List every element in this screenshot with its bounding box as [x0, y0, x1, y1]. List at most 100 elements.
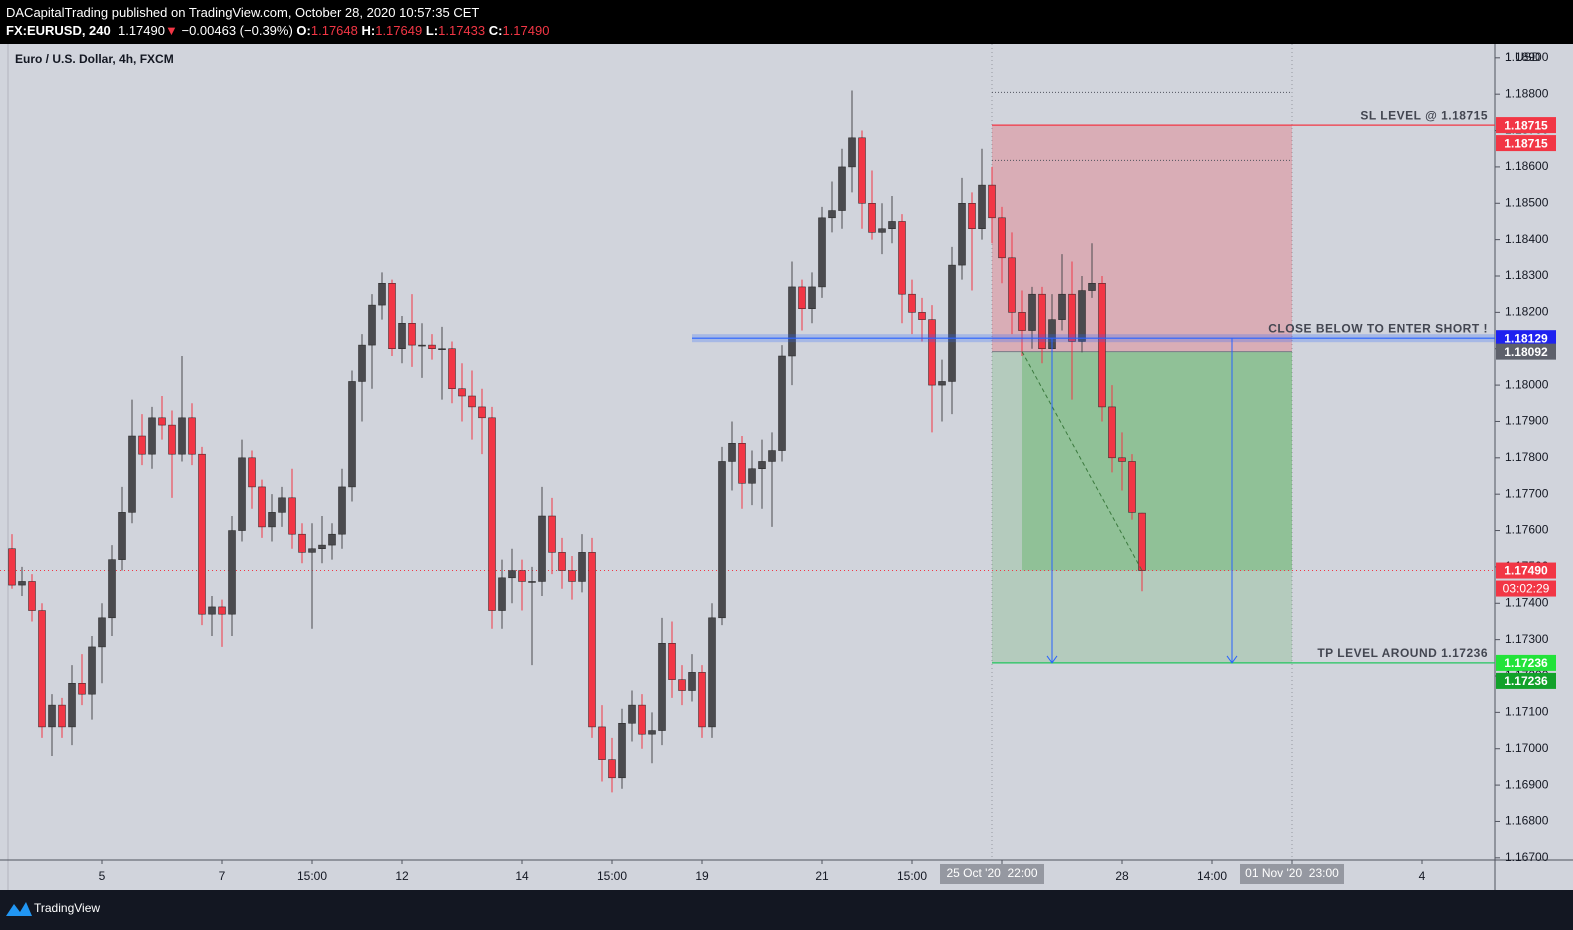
candle-body [888, 221, 896, 229]
candle-body [148, 417, 156, 455]
y-tick-label: 1.16900 [1505, 777, 1549, 791]
y-tick-label: 1.18000 [1505, 377, 1549, 391]
x-highlight-label: 25 Oct '20 22:00 [946, 866, 1037, 880]
x-tick-label: 15:00 [297, 869, 327, 883]
candle-body [498, 577, 506, 611]
change: −0.00463 (−0.39%) [181, 23, 293, 38]
candle-body [228, 530, 236, 615]
candle-body [548, 515, 556, 553]
x-tick-label: 19 [695, 869, 709, 883]
candle-body [308, 548, 316, 553]
candle-body [1028, 293, 1036, 331]
candle-body [108, 559, 116, 619]
chart-title: Euro / U.S. Dollar, 4h, FXCM [15, 52, 174, 66]
candle-body [568, 570, 576, 582]
candle-body [918, 312, 926, 320]
price-tag [1496, 672, 1556, 689]
candle-body [938, 381, 946, 386]
price-tag [1496, 654, 1556, 671]
price-tag-label: 1.17236 [1504, 674, 1548, 688]
candle-body [908, 293, 916, 313]
candle-body [258, 486, 266, 528]
y-tick-label: 1.18800 [1505, 86, 1549, 100]
x-highlight-bg [940, 864, 1044, 884]
candle-body [338, 486, 346, 535]
x-tick-label: 28 [1115, 869, 1129, 883]
stop-zone [992, 125, 1292, 352]
x-tick-label: 7 [219, 869, 226, 883]
candle-body [328, 533, 336, 546]
y-tick-label: 1.17600 [1505, 523, 1549, 537]
candle-body [878, 228, 886, 233]
candle-body [448, 348, 456, 389]
candle-body [438, 348, 446, 350]
candle-body [698, 672, 706, 728]
y-tick-label: 1.17700 [1505, 486, 1549, 500]
symbol: FX:EURUSD, 240 [6, 23, 111, 38]
candle-body [728, 443, 736, 462]
candle-body [158, 417, 166, 426]
candle-body [128, 435, 136, 513]
candle-body [708, 617, 716, 728]
candle-body [418, 344, 426, 347]
y-tick-label: 1.18400 [1505, 232, 1549, 246]
countdown: 03:02:29 [1503, 582, 1550, 596]
candle-body [518, 570, 526, 582]
candle-body [88, 646, 96, 695]
candle-body [358, 344, 366, 382]
candle-body [528, 581, 536, 583]
candle-body [748, 468, 756, 484]
candle-body [408, 323, 416, 346]
y-tick-label: 1.18500 [1505, 195, 1549, 209]
author-line: DACapitalTrading published on TradingVie… [6, 5, 480, 20]
candle-body [348, 381, 356, 488]
header: DACapitalTrading published on TradingVie… [0, 0, 1573, 44]
candle-body [968, 203, 976, 229]
price-tag-label: 1.17490 [1504, 564, 1548, 578]
candle-body [1018, 312, 1026, 331]
ohlc-value: 1.17648 [310, 23, 358, 38]
unit-label: 1 USD [1505, 50, 1541, 64]
candle-body [218, 606, 226, 615]
candle-body [948, 264, 956, 382]
price-tag-label: 1.18715 [1504, 118, 1548, 132]
candle-body [8, 548, 16, 586]
candle-body [298, 533, 306, 553]
ohlc-key: O: [296, 23, 311, 38]
arrow [1226, 338, 1238, 664]
candle-body [828, 210, 836, 219]
candle-body [188, 417, 196, 455]
y-tick-label: 1.17100 [1505, 705, 1549, 719]
candle-body [288, 497, 296, 535]
plot: SL LEVEL @ 1.18715 CLOSE BELOW TO ENTER S… [0, 44, 1495, 860]
x-tick-label: 5 [99, 869, 106, 883]
candle-body [988, 184, 996, 219]
candle-body [798, 286, 806, 309]
candle-body [688, 672, 696, 691]
level-label: SL LEVEL @ 1.18715 [1360, 108, 1488, 122]
candle-body [278, 497, 286, 513]
candle-body [608, 759, 616, 779]
candle-body [868, 203, 876, 233]
candle-body [18, 581, 26, 586]
x-tick-label: 15:00 [597, 869, 627, 883]
candle-body [808, 286, 816, 309]
candle-body [768, 450, 776, 462]
price-tag-label: 1.18715 [1504, 136, 1548, 150]
candle-body [468, 395, 476, 408]
price-tag [1496, 135, 1556, 152]
candle-body [558, 552, 566, 571]
candle-body [378, 283, 386, 306]
candle-body [178, 417, 186, 455]
logo [6, 902, 32, 916]
x-highlight-bg [1240, 864, 1344, 884]
candle-body [1128, 461, 1136, 513]
candle-body [1038, 293, 1046, 349]
candle-body [458, 388, 466, 397]
ohlc-key: C: [488, 23, 503, 38]
candle-body [168, 424, 176, 455]
candle-body [898, 221, 906, 295]
candle-body [68, 683, 76, 728]
candle-body [1108, 406, 1116, 459]
